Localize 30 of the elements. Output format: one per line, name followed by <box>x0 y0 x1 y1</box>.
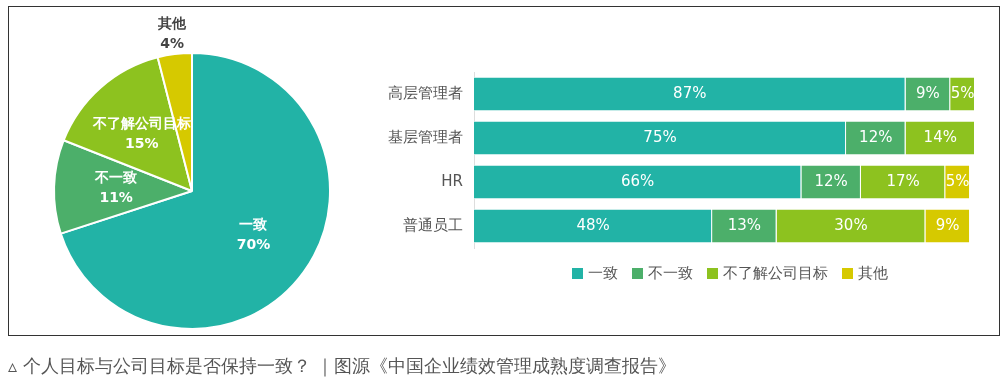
legend-label: 一致 <box>588 264 618 283</box>
data-label: 4% <box>160 34 185 51</box>
data-label: 5% <box>945 171 970 190</box>
slice-label: 其他 <box>157 14 188 31</box>
data-label: 5% <box>950 83 975 102</box>
legend-label: 其他 <box>858 264 888 283</box>
data-label: 48% <box>576 215 610 234</box>
data-label: 14% <box>923 127 957 146</box>
y-tick-label: 基层管理者 <box>388 127 463 146</box>
data-label: 12% <box>859 127 893 146</box>
data-label: 30% <box>834 215 868 234</box>
data-label: 66% <box>621 171 655 190</box>
slice-label: 不一致 <box>94 169 138 186</box>
slice-label: 一致 <box>239 216 268 233</box>
data-label: 9% <box>935 215 960 234</box>
y-tick-label: HR <box>441 171 463 190</box>
text: ▵ 个人目标与公司目标是否保持一致？ ｜图源《中国企业绩效管理成熟度调查报告》 <box>8 354 677 378</box>
data-label: 70% <box>236 236 271 253</box>
data-label: 17% <box>886 171 920 190</box>
data-label: 13% <box>727 215 762 234</box>
legend-label: 不一致 <box>648 264 693 283</box>
data-label: 11% <box>99 189 133 206</box>
legend-label: 不了解公司目标 <box>723 264 828 283</box>
data-label: 9% <box>915 83 940 102</box>
y-tick-label: 普通员工 <box>403 215 463 234</box>
data-label: 12% <box>814 171 848 190</box>
data-label: 75% <box>643 127 677 146</box>
data-label: 15% <box>125 134 159 151</box>
data-label: 87% <box>673 83 707 102</box>
y-tick-label: 高层管理者 <box>388 83 463 102</box>
